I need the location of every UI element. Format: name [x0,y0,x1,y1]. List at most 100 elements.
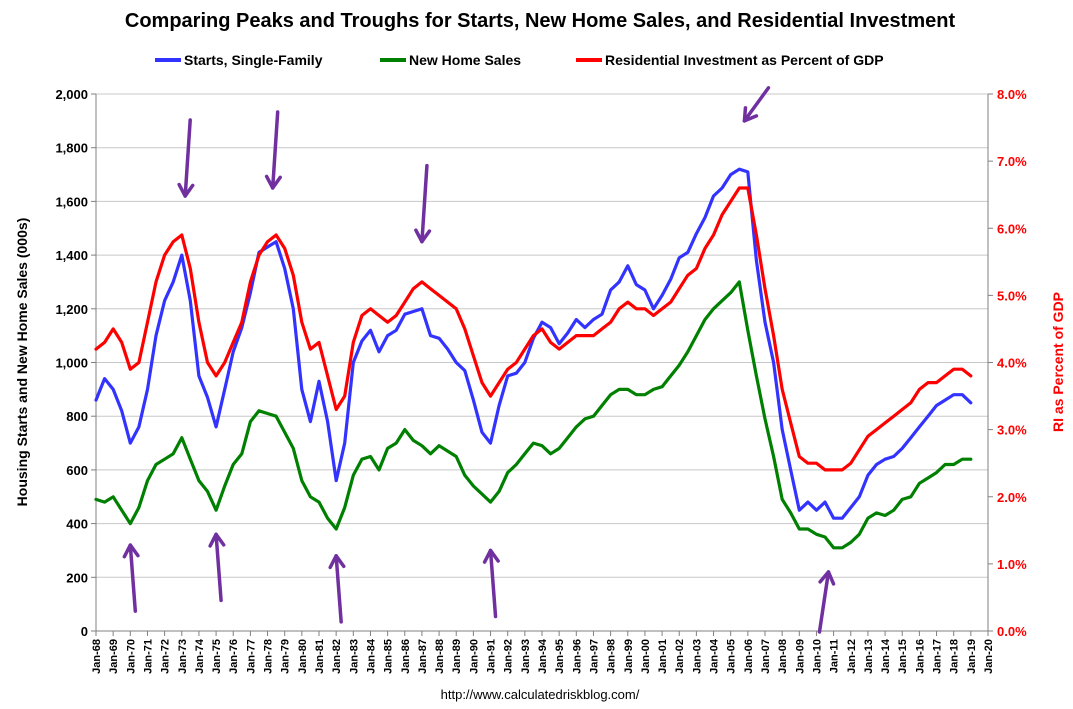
y2-tick-label: 4.0% [997,356,1027,371]
x-tick-label: Jan-86 [400,639,412,674]
x-tick-label: Jan-03 [691,639,703,674]
x-tick-label: Jan-73 [177,639,189,674]
y-tick-label: 2,000 [55,87,88,102]
x-tick-label: Jan-97 [588,639,600,674]
y-tick-label: 0 [81,624,88,639]
x-tick-label: Jan-20 [983,639,995,674]
x-tick-label: Jan-81 [314,639,326,674]
x-tick-label: Jan-16 [914,639,926,674]
x-tick-label: Jan-80 [297,639,309,674]
y2-tick-label: 0.0% [997,624,1027,639]
source-url: http://www.calculatedriskblog.com/ [441,687,640,702]
x-tick-label: Jan-77 [245,639,257,674]
x-tick-label: Jan-79 [280,639,292,674]
x-tick-label: Jan-93 [520,639,532,674]
x-tick-label: Jan-18 [949,639,961,674]
annotation-arrow [817,570,836,634]
x-tick-label: Jan-10 [811,639,823,674]
x-tick-label: Jan-12 [846,639,858,674]
x-tick-label: Jan-71 [142,639,154,674]
series-line-0 [94,167,973,520]
right-axis-ticks: 0.0% 1.0% 2.0% 3.0% 4.0% 5.0% 6.0% 7.0% 8.0% [988,87,1027,639]
x-tick-label: Jan-96 [571,639,583,674]
x-tick-label: Jan-15 [897,639,909,674]
annotation-arrow [264,110,282,190]
annotation-arrow [122,543,140,613]
annotation-arrow [414,163,432,244]
annotation-arrow [177,118,195,198]
x-tick-label: Jan-83 [348,639,360,674]
x-tick-label: Jan-70 [125,639,137,674]
x-tick-label: Jan-19 [966,639,978,674]
y-tick-label: 1,600 [55,194,88,209]
x-tick-label: Jan-11 [829,639,841,673]
y-tick-label: 600 [66,463,88,478]
x-tick-label: Jan-14 [880,638,892,674]
y-tick-label: 400 [66,517,88,532]
legend-label: Starts, Single-Family [184,52,323,68]
x-tick-label: Jan-85 [383,639,395,674]
x-tick-label: Jan-76 [228,639,240,674]
x-tick-label: Jan-01 [657,639,669,674]
series-line-1 [94,280,973,550]
annotation-arrows [122,86,836,634]
y-axis-label: Housing Starts and New Home Sales (000s) [14,218,30,507]
y-tick-label: 1,400 [55,248,88,263]
x-tick-label: Jan-94 [537,638,549,674]
x-tick-label: Jan-92 [503,639,515,674]
annotation-arrow [742,86,771,123]
x-tick-label: Jan-04 [709,638,721,674]
x-tick-label: Jan-88 [434,639,446,674]
y2-tick-label: 6.0% [997,221,1027,236]
x-tick-label: Jan-72 [160,639,172,674]
y-tick-label: 800 [66,409,88,424]
left-axis-ticks: 0 200 400 600 800 1,000 1,200 1,400 1,600 1,800 2,… [55,87,96,639]
annotation-arrow [208,532,226,603]
x-tick-label: Jan-17 [932,639,944,674]
x-tick-label: Jan-78 [263,639,275,674]
x-tick-label: Jan-95 [554,639,566,674]
x-tick-label: Jan-91 [486,639,498,674]
y-tick-label: 200 [66,570,88,585]
x-tick-label: Jan-09 [794,639,806,674]
x-tick-label: Jan-90 [468,639,480,674]
chart-title: Comparing Peaks and Troughs for Starts, … [125,10,956,32]
x-axis-ticks: Jan-68 Jan-69 Jan-70 Jan-71 Jan-72 Jan-73 Jan-… [91,631,995,674]
annotation-arrow [328,554,346,624]
x-tick-label: Jan-98 [606,639,618,674]
x-tick-label: Jan-06 [743,639,755,674]
x-tick-label: Jan-05 [726,639,738,674]
x-tick-label: Jan-74 [194,638,206,674]
annotation-arrow [482,548,500,619]
y-tick-label: 1,000 [55,356,88,371]
legend: Starts, Single-Family New Home Sales Resid… [155,52,884,68]
legend-label: New Home Sales [409,52,521,68]
x-tick-label: Jan-68 [91,639,103,674]
y2-tick-label: 8.0% [997,87,1027,102]
x-tick-label: Jan-75 [211,639,223,674]
x-tick-label: Jan-08 [777,639,789,674]
legend-label: Residential Investment as Percent of GDP [605,52,884,68]
x-tick-label: Jan-99 [623,639,635,674]
gridlines [96,93,988,632]
x-tick-label: Jan-07 [760,639,772,674]
x-tick-label: Jan-82 [331,639,343,674]
y-tick-label: 1,800 [55,141,88,156]
x-tick-label: Jan-02 [674,639,686,674]
y2-tick-label: 2.0% [997,490,1027,505]
series-line-2 [94,186,973,472]
y2-tick-label: 5.0% [997,288,1027,303]
x-tick-label: Jan-69 [108,639,120,674]
x-tick-label: Jan-84 [365,638,377,674]
x-tick-label: Jan-89 [451,639,463,674]
x-tick-label: Jan-00 [640,639,652,674]
x-tick-label: Jan-87 [417,639,429,674]
y2-tick-label: 1.0% [997,557,1027,572]
y2-tick-label: 7.0% [997,154,1027,169]
y2-tick-label: 3.0% [997,423,1027,438]
series-lines [94,167,973,550]
x-tick-label: Jan-13 [863,639,875,674]
y2-axis-label: RI as Percent of GDP [1050,292,1066,432]
y-tick-label: 1,200 [55,302,88,317]
